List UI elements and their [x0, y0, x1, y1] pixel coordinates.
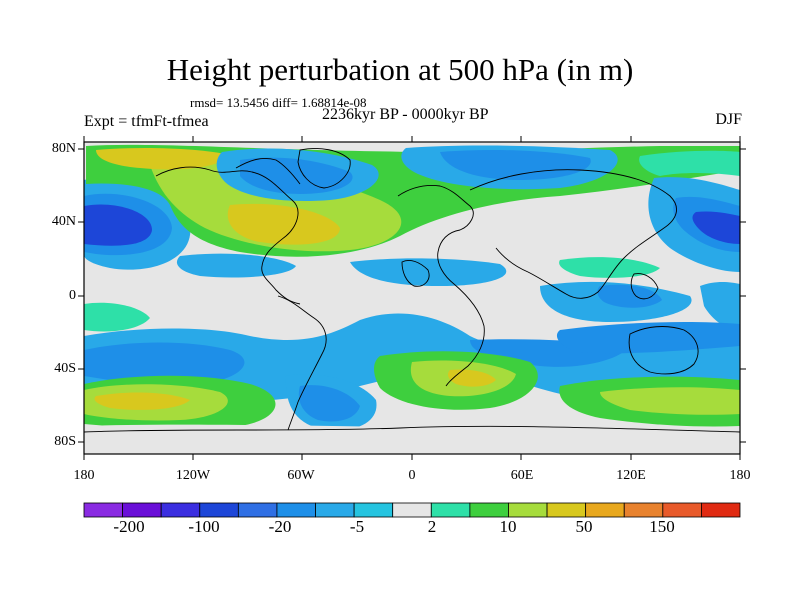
experiment-label: Expt = tfmFt-tfmea	[84, 113, 209, 130]
contour-region	[350, 258, 507, 286]
colorbar-swatch	[508, 502, 548, 518]
stats-label: rmsd= 13.5456 diff= 1.68814e-08	[190, 95, 367, 110]
coastline	[155, 166, 301, 305]
lon-tick-label: 180	[729, 468, 751, 483]
season-label: DJF	[715, 111, 742, 128]
colorbar-label: 150	[649, 517, 675, 536]
coastline	[235, 157, 301, 185]
axis-ticks	[78, 136, 746, 460]
colorbar	[83, 502, 741, 518]
colorbar-swatch	[662, 502, 702, 518]
contour-region	[96, 147, 230, 170]
colorbar-swatch	[237, 502, 278, 518]
coastline	[630, 273, 659, 300]
colorbar-label: -20	[268, 517, 292, 536]
page-title: Height perturbation at 500 hPa (in m)	[166, 52, 634, 87]
contour-region	[94, 392, 190, 410]
contour-field	[84, 142, 740, 454]
colorbar-swatch	[353, 502, 394, 518]
lat-tick-label: 80S	[54, 434, 76, 449]
coastline	[401, 259, 430, 287]
coastline	[84, 425, 740, 433]
colorbar-label: 2	[427, 517, 437, 536]
lat-tick-label: 0	[69, 288, 76, 303]
colorbar-swatch	[315, 502, 355, 518]
contour-region	[84, 424, 740, 454]
contour-region	[240, 157, 353, 194]
contour-region	[556, 322, 740, 354]
lat-tick-label: 80N	[51, 141, 76, 156]
colorbar-swatch	[199, 502, 239, 518]
lon-tick-label: 120E	[616, 468, 646, 483]
contour-region	[448, 369, 496, 387]
coastline	[297, 148, 351, 189]
colorbar-swatch	[546, 502, 587, 518]
colorbar-swatch	[585, 502, 625, 518]
colorbar-swatch	[430, 502, 471, 518]
colorbar-label: 50	[575, 517, 593, 536]
contour-region	[176, 253, 296, 278]
colorbar-swatch	[623, 502, 664, 518]
colorbar-label: -100	[188, 517, 220, 536]
lon-tick-label: 0	[408, 468, 416, 483]
lon-tick-label: 120W	[175, 468, 211, 483]
contour-region	[600, 387, 740, 415]
lon-tick-label: 60E	[510, 468, 534, 483]
lat-tick-label: 40S	[54, 361, 76, 376]
contour-region	[440, 150, 591, 180]
coastline	[277, 295, 327, 431]
coastline	[628, 326, 699, 375]
contour-region	[692, 211, 740, 244]
contour-region	[84, 204, 152, 246]
colorbar-swatch	[122, 502, 162, 518]
colorbar-swatch	[160, 502, 201, 518]
contour-region	[639, 150, 740, 176]
coastline	[397, 185, 485, 387]
colorbar-swatch	[83, 502, 123, 518]
lat-tick-label: 40N	[51, 214, 76, 229]
contour-region	[597, 284, 662, 308]
colorbar-swatch	[469, 502, 509, 518]
contour-region	[559, 257, 660, 278]
contour-region	[298, 385, 360, 422]
coastlines	[84, 148, 740, 433]
colorbar-swatch	[701, 502, 741, 518]
colorbar-swatch	[392, 502, 432, 518]
contour-region	[700, 282, 740, 330]
colorbar-swatch	[276, 502, 316, 518]
contour-blobs	[84, 144, 740, 454]
contour-region	[227, 203, 340, 245]
colorbar-label: -5	[349, 517, 365, 536]
lon-tick-label: 180	[73, 468, 95, 483]
lon-tick-label: 60W	[287, 468, 315, 483]
contour-region	[84, 342, 245, 386]
colorbar-label: 10	[499, 517, 517, 536]
period-label: 2236kyr BP - 0000kyr BP	[322, 106, 489, 123]
contour-region	[84, 302, 150, 332]
coastline	[469, 169, 677, 299]
colorbar-label: -200	[113, 517, 145, 536]
